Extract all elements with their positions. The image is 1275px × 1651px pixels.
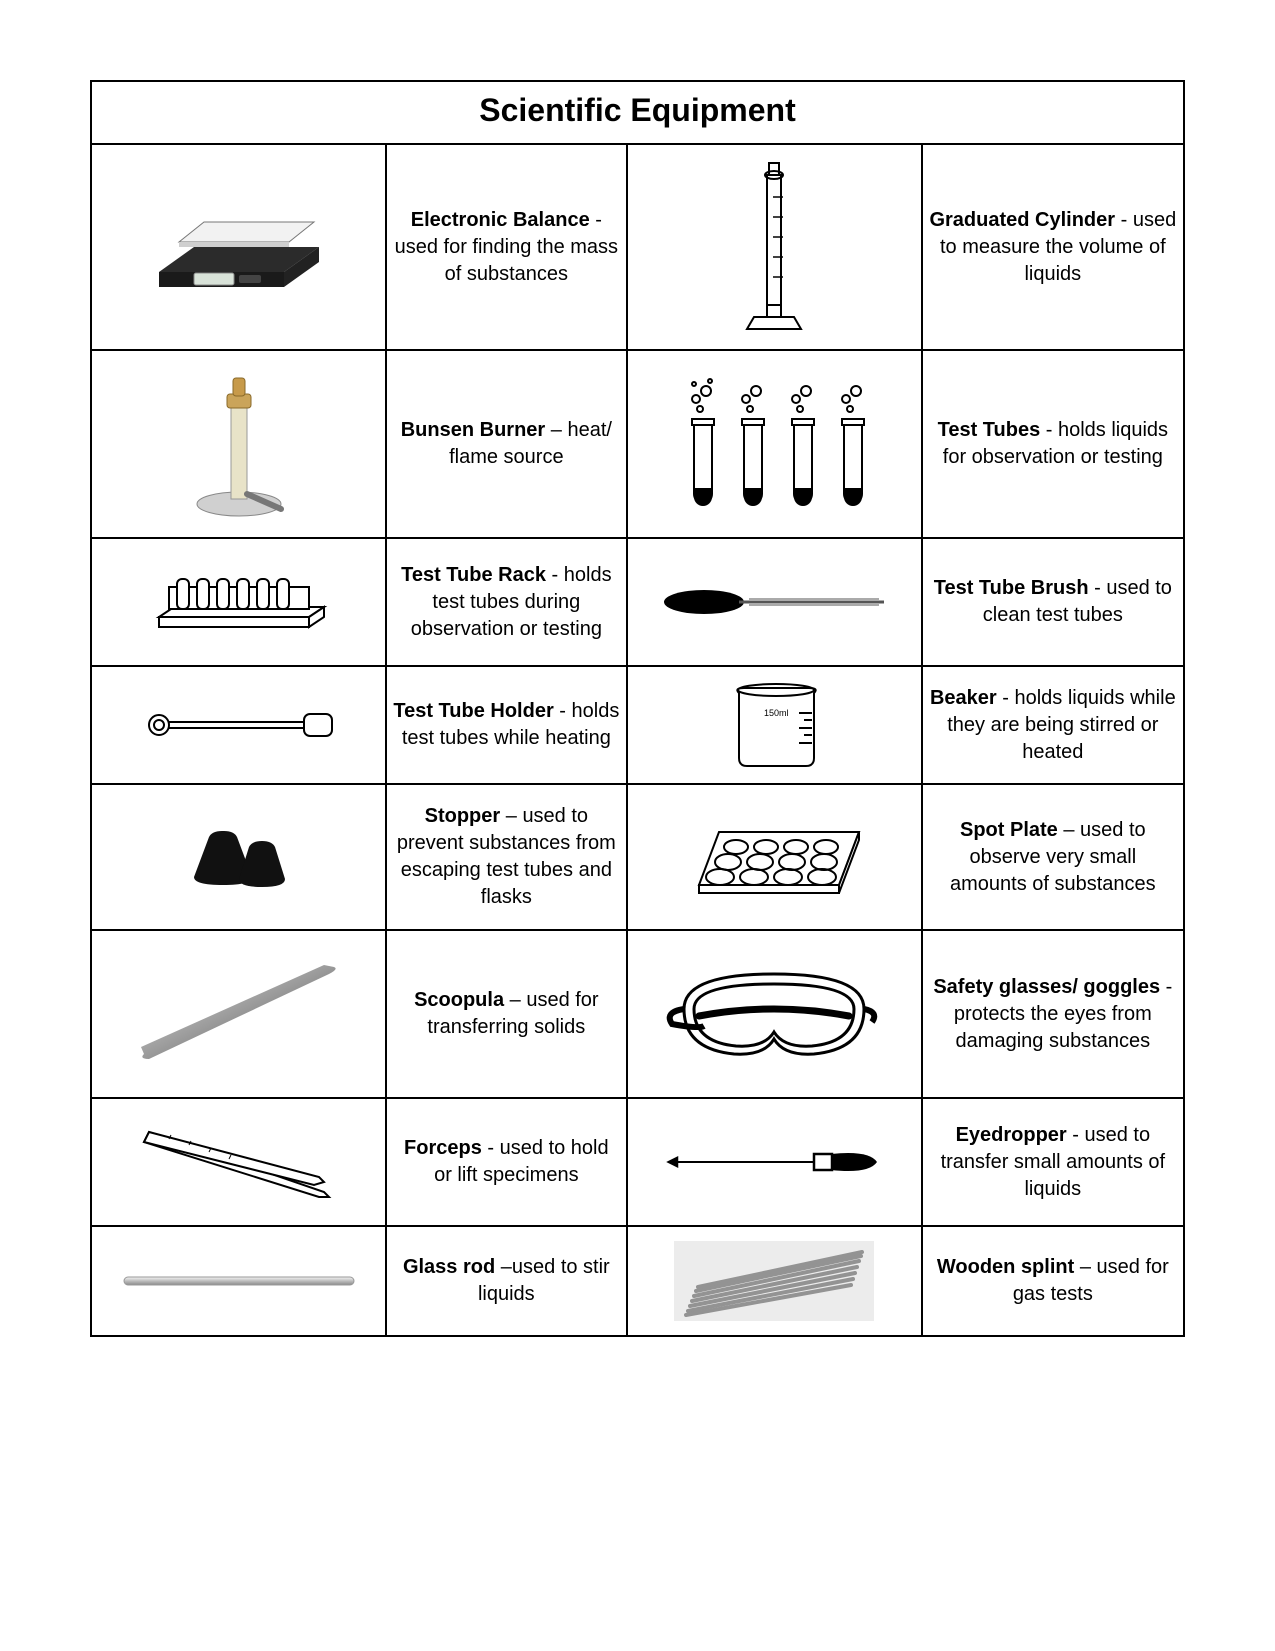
svg-text:150ml: 150ml	[764, 708, 789, 718]
bunsen-burner-desc: Bunsen Burner – heat/ flame source	[386, 350, 626, 538]
forceps-image	[91, 1098, 386, 1226]
test-tubes-image	[627, 350, 922, 538]
table-row: Electronic Balance - used for finding th…	[91, 144, 1184, 350]
item-name: Electronic Balance	[411, 209, 590, 231]
test-tube-rack-image	[91, 538, 386, 666]
graduated-cylinder-desc: Graduated Cylinder - used to measure the…	[922, 144, 1184, 350]
item-name: Safety glasses/ goggles	[933, 976, 1160, 998]
test-tube-brush-image	[627, 538, 922, 666]
item-text: used for finding the mass of substances	[395, 236, 618, 285]
eyedropper-desc: Eyedropper - used to transfer small amou…	[922, 1098, 1184, 1226]
beaker-desc: Beaker - holds liquids while they are be…	[922, 666, 1184, 784]
graduated-cylinder-image	[627, 144, 922, 350]
page: Scientific Equipment Electronic Balance …	[0, 0, 1275, 1417]
table-row: Scoopula – used for transferring solids …	[91, 930, 1184, 1098]
equipment-table: Scientific Equipment Electronic Balance …	[90, 80, 1185, 1337]
eyedropper-image	[627, 1098, 922, 1226]
item-name: Stopper	[425, 805, 501, 827]
table-row: Glass rod –used to stir liquids Wooden s…	[91, 1226, 1184, 1336]
item-name: Graduated Cylinder	[929, 209, 1115, 231]
table-row: Forceps - used to hold or lift specimens…	[91, 1098, 1184, 1226]
scoopula-image	[91, 930, 386, 1098]
item-name: Test Tubes	[938, 419, 1041, 441]
electronic-balance-image	[91, 144, 386, 350]
item-name: Forceps	[404, 1137, 482, 1159]
item-name: Glass rod	[403, 1256, 495, 1278]
test-tube-holder-image	[91, 666, 386, 784]
wooden-splint-image	[627, 1226, 922, 1336]
test-tubes-desc: Test Tubes - holds liquids for observati…	[922, 350, 1184, 538]
test-tube-rack-desc: Test Tube Rack - holds test tubes during…	[386, 538, 626, 666]
beaker-image: 150ml	[627, 666, 922, 784]
item-name: Spot Plate	[960, 819, 1058, 841]
test-tube-holder-desc: Test Tube Holder - holds test tubes whil…	[386, 666, 626, 784]
stopper-image	[91, 784, 386, 930]
item-name: Test Tube Holder	[393, 700, 553, 722]
item-text: protects the eyes from damaging substanc…	[954, 1003, 1152, 1052]
forceps-desc: Forceps - used to hold or lift specimens	[386, 1098, 626, 1226]
spot-plate-desc: Spot Plate – used to observe very small …	[922, 784, 1184, 930]
table-row: Test Tube Rack - holds test tubes during…	[91, 538, 1184, 666]
glass-rod-desc: Glass rod –used to stir liquids	[386, 1226, 626, 1336]
item-name: Bunsen Burner	[401, 419, 545, 441]
item-name: Scoopula	[414, 989, 504, 1011]
test-tube-brush-desc: Test Tube Brush - used to clean test tub…	[922, 538, 1184, 666]
scoopula-desc: Scoopula – used for transferring solids	[386, 930, 626, 1098]
table-row: Bunsen Burner – heat/ flame source	[91, 350, 1184, 538]
item-name: Wooden splint	[937, 1256, 1074, 1278]
glass-rod-image	[91, 1226, 386, 1336]
stopper-desc: Stopper – used to prevent substances fro…	[386, 784, 626, 930]
wooden-splint-desc: Wooden splint – used for gas tests	[922, 1226, 1184, 1336]
table-row: Test Tube Holder - holds test tubes whil…	[91, 666, 1184, 784]
safety-goggles-desc: Safety glasses/ goggles - protects the e…	[922, 930, 1184, 1098]
title-row: Scientific Equipment	[91, 81, 1184, 144]
electronic-balance-desc: Electronic Balance - used for finding th…	[386, 144, 626, 350]
item-name: Eyedropper	[956, 1124, 1067, 1146]
spot-plate-image	[627, 784, 922, 930]
item-name: Beaker	[930, 687, 997, 709]
item-name: Test Tube Rack	[401, 564, 546, 586]
table-row: Stopper – used to prevent substances fro…	[91, 784, 1184, 930]
bunsen-burner-image	[91, 350, 386, 538]
table-title: Scientific Equipment	[91, 81, 1184, 144]
item-name: Test Tube Brush	[934, 577, 1089, 599]
safety-goggles-image	[627, 930, 922, 1098]
